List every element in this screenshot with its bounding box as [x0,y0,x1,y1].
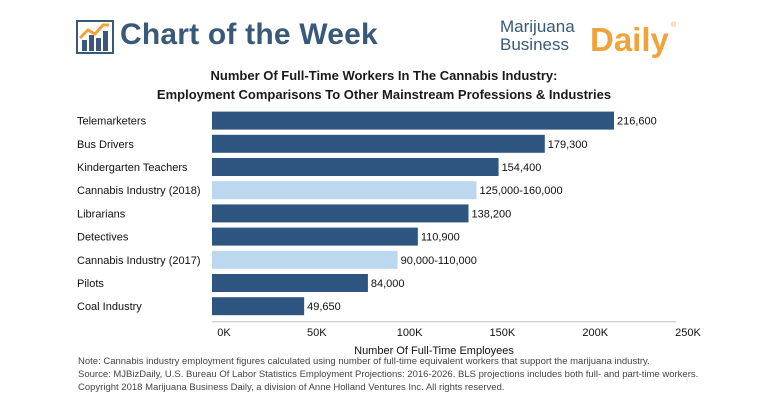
data-label: 84,000 [371,278,405,290]
brand-text-daily: Daily [590,21,669,58]
brand-logo: Marijuana Business [500,18,575,55]
x-tick-label: 100K [397,327,423,339]
brand-text-business: Business [500,35,569,54]
data-label: 154,400 [502,162,542,174]
bar [212,274,368,292]
bar [212,204,469,223]
bar [212,158,499,176]
category-label: Bus Drivers [77,139,134,151]
page-title: Chart of the Week [120,18,378,51]
data-label: 216,600 [617,116,657,128]
bar [212,227,418,246]
footnote-note: Note: Cannabis industry employment figur… [78,356,650,367]
registered-mark: ® [671,22,677,29]
x-tick-label: 150K [490,327,516,339]
category-label: Cannabis Industry (2018) [77,185,201,197]
bar-chart-icon [76,20,114,54]
data-label: 90,000-110,000 [401,255,477,267]
chart-title: Number Of Full-Time Workers In The Canna… [210,68,558,83]
bar [212,181,477,200]
bar [212,111,615,130]
data-label: 179,300 [548,139,588,151]
brand-text-marijuana: Marijuana [500,17,575,36]
bar [212,297,305,316]
data-label: 110,900 [421,232,460,244]
chart-subtitle: Employment Comparisons To Other Mainstre… [156,87,612,102]
category-label: Telemarketers [77,116,147,128]
data-label: 138,200 [471,208,511,220]
data-label: 49,650 [307,301,341,313]
footnote-source: Source: MJBizDaily, U.S. Bureau Of Labor… [78,369,699,380]
x-tick-label: 200K [582,327,608,339]
category-label: Coal Industry [77,301,142,313]
x-tick-label: 0K [217,327,231,339]
x-tick-label: 50K [307,327,327,339]
category-label: Kindergarten Teachers [77,162,188,174]
category-label: Librarians [77,208,126,220]
category-label: Pilots [77,278,104,290]
category-label: Detectives [77,232,129,244]
footnote-copyright: Copyright 2018 Marijuana Business Daily,… [78,382,505,393]
bar [212,134,545,153]
x-axis-title: Number Of Full-Time Employees [354,345,514,357]
bar [212,250,398,269]
category-label: Cannabis Industry (2017) [77,255,201,267]
data-label: 125,000-160,000 [479,185,562,197]
x-tick-label: 250K [675,327,701,339]
